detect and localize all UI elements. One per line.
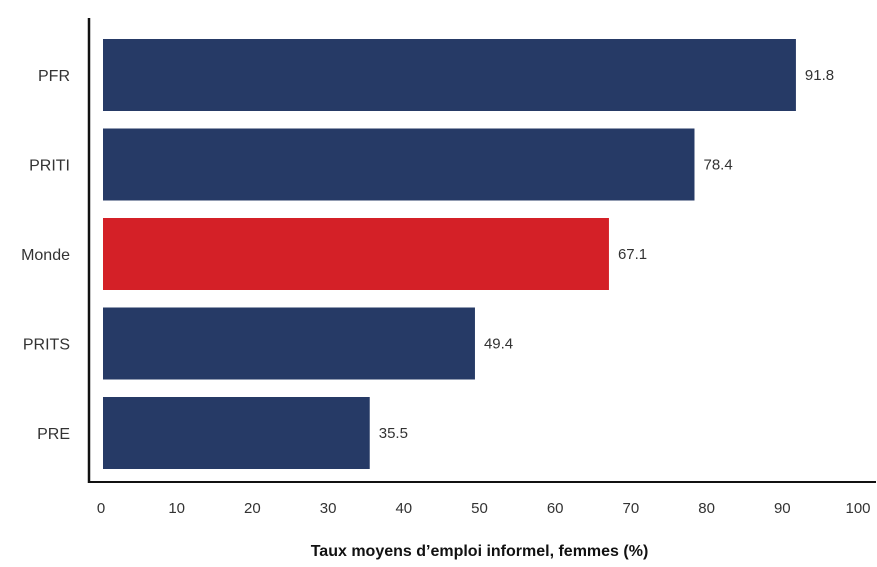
- category-label-monde: Monde: [21, 247, 70, 264]
- category-label-pre: PRE: [37, 426, 70, 443]
- bar-monde: [103, 218, 609, 290]
- value-labels-layer: 91.8 78.4 67.1 49.4 35.5: [379, 67, 834, 442]
- axes-layer: [87, 18, 876, 483]
- x-tick-labels-layer: 0 10 20 30 40 50 60 70 80 90 100: [97, 500, 871, 517]
- x-tick-label-30: 30: [320, 500, 337, 517]
- value-label-prits: 49.4: [484, 336, 513, 353]
- value-label-priti: 78.4: [703, 157, 732, 174]
- category-label-pfr: PFR: [38, 68, 70, 85]
- x-tick-label-90: 90: [774, 500, 791, 517]
- value-label-pfr: 91.8: [805, 67, 834, 84]
- category-label-prits: PRITS: [23, 337, 70, 354]
- value-label-monde: 67.1: [618, 246, 647, 263]
- category-label-priti: PRITI: [29, 158, 70, 175]
- bar-pre: [103, 397, 370, 469]
- bar-prits: [103, 307, 475, 380]
- x-tick-label-20: 20: [244, 500, 261, 517]
- x-tick-label-80: 80: [698, 500, 715, 517]
- bars-layer: [103, 39, 796, 469]
- x-tick-label-0: 0: [97, 500, 105, 517]
- x-tick-label-40: 40: [395, 500, 412, 517]
- value-label-pre: 35.5: [379, 425, 408, 442]
- x-tick-label-10: 10: [168, 500, 185, 517]
- x-axis-title: Taux moyens d’emploi informel, femmes (%…: [311, 543, 649, 560]
- x-tick-label-100: 100: [845, 500, 870, 517]
- x-tick-label-50: 50: [471, 500, 488, 517]
- bar-priti: [103, 128, 695, 201]
- bar-pfr: [103, 39, 796, 111]
- x-tick-label-70: 70: [623, 500, 640, 517]
- x-tick-label-60: 60: [547, 500, 564, 517]
- category-labels-layer: PFR PRITI Monde PRITS PRE: [21, 68, 70, 443]
